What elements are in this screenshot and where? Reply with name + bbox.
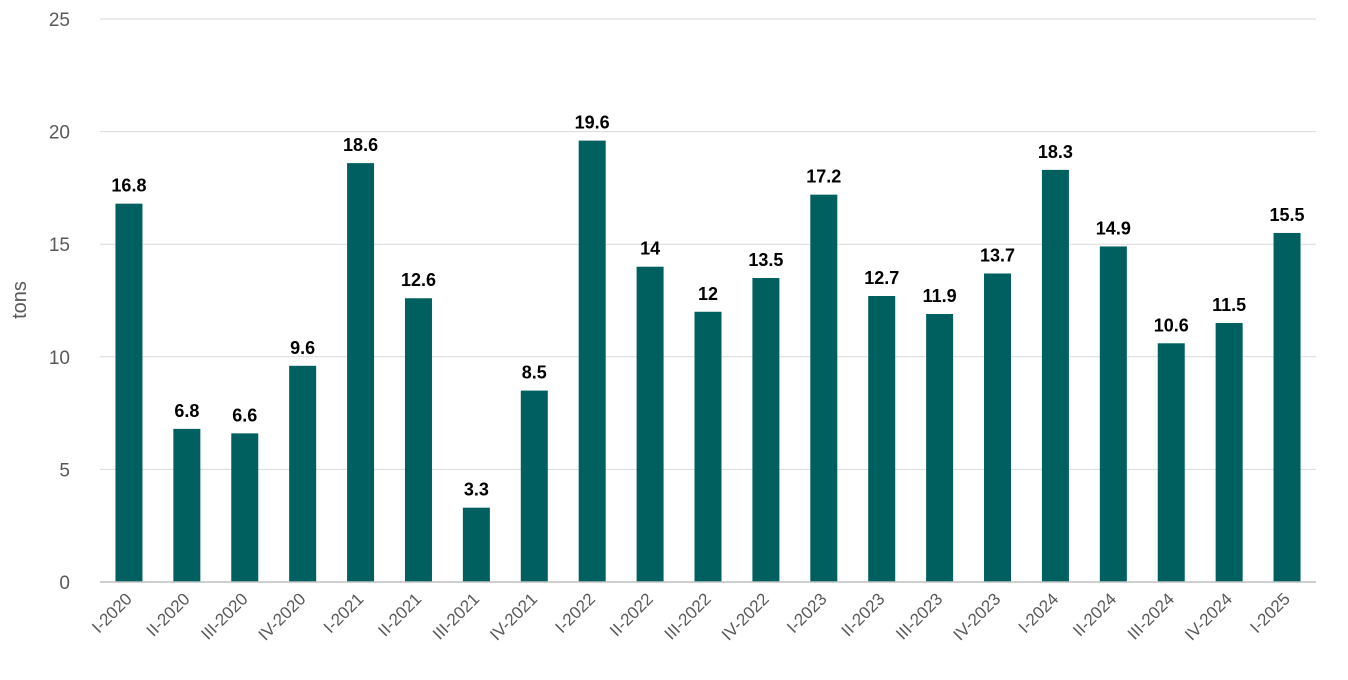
bar	[868, 295, 896, 582]
x-tick-label: IV-2022	[718, 589, 773, 644]
bar	[115, 203, 143, 582]
bar	[752, 277, 780, 582]
x-tick-label: IV-2021	[486, 589, 541, 644]
y-tick-label: 10	[49, 348, 70, 369]
data-label: 13.5	[748, 250, 783, 270]
data-label: 3.3	[464, 480, 489, 500]
data-label: 19.6	[575, 113, 610, 133]
y-tick-label: 25	[49, 10, 70, 31]
x-tick-label: III-2021	[429, 589, 483, 643]
bar	[1157, 343, 1185, 582]
x-tick-label: III-2024	[1124, 589, 1178, 643]
data-label: 11.9	[923, 286, 957, 306]
x-tick-label: III-2020	[197, 589, 251, 643]
x-tick-label: II-2022	[606, 589, 657, 640]
bar	[1099, 246, 1127, 582]
bar	[926, 314, 954, 582]
data-label: 14	[640, 239, 660, 259]
y-tick-label: 5	[59, 460, 70, 481]
data-label: 17.2	[806, 167, 841, 187]
data-label: 16.8	[111, 176, 146, 196]
data-label: 12	[698, 284, 718, 304]
x-tick-label: III-2022	[661, 589, 715, 643]
x-tick-label: I-2022	[551, 589, 599, 637]
x-tick-label: II-2020	[143, 589, 194, 640]
data-label: 11.5	[1212, 295, 1246, 315]
data-label: 12.6	[401, 270, 436, 290]
x-tick-label: I-2023	[783, 589, 831, 637]
x-tick-label: I-2021	[320, 589, 368, 637]
y-axis-title: tons	[9, 281, 31, 319]
x-tick-label: II-2024	[1069, 589, 1120, 640]
x-tick-label: II-2021	[374, 589, 425, 640]
bar	[231, 433, 259, 582]
data-label: 18.6	[343, 135, 378, 155]
x-tick-label: IV-2020	[255, 589, 310, 644]
data-label: 14.9	[1096, 218, 1131, 238]
y-axis-ticks: 0 5 10 15 20 25	[49, 10, 70, 594]
bar	[289, 365, 317, 582]
data-labels: 16.8 6.8 6.6 9.6 18.6 12.6 3.3 8.5 19.6 14 12 13.5 1…	[111, 113, 1304, 500]
x-tick-label: II-2023	[838, 589, 889, 640]
bar	[520, 390, 548, 582]
y-tick-label: 0	[59, 573, 70, 594]
bar	[462, 507, 490, 582]
bar	[1273, 232, 1301, 582]
bar	[173, 428, 201, 582]
y-tick-label: 15	[49, 235, 70, 256]
data-label: 10.6	[1154, 315, 1189, 335]
bar	[404, 298, 432, 582]
bar	[1041, 169, 1069, 582]
x-tick-label: IV-2023	[949, 589, 1004, 644]
data-label: 12.7	[864, 268, 899, 288]
x-tick-label: I-2020	[88, 589, 136, 637]
x-tick-label: III-2023	[892, 589, 946, 643]
x-tick-label: IV-2024	[1181, 589, 1236, 644]
bar	[636, 266, 664, 582]
data-label: 18.3	[1038, 142, 1073, 162]
bar	[694, 311, 722, 582]
bar	[810, 194, 838, 582]
y-tick-label: 20	[49, 123, 70, 144]
data-label: 6.8	[174, 401, 199, 421]
data-label: 6.6	[232, 405, 257, 425]
bar	[578, 140, 606, 582]
data-label: 13.7	[980, 245, 1015, 265]
bar	[347, 163, 375, 583]
bar	[984, 273, 1012, 582]
data-label: 9.6	[290, 338, 315, 358]
data-label: 8.5	[522, 363, 547, 383]
x-axis-ticks: I-2020 II-2020 III-2020 IV-2020 I-2021 II-202…	[88, 589, 1294, 644]
x-tick-label: I-2025	[1246, 589, 1294, 637]
data-label: 15.5	[1270, 205, 1305, 225]
bar	[1215, 323, 1243, 582]
bars	[115, 140, 1301, 583]
x-tick-label: I-2024	[1015, 589, 1063, 637]
